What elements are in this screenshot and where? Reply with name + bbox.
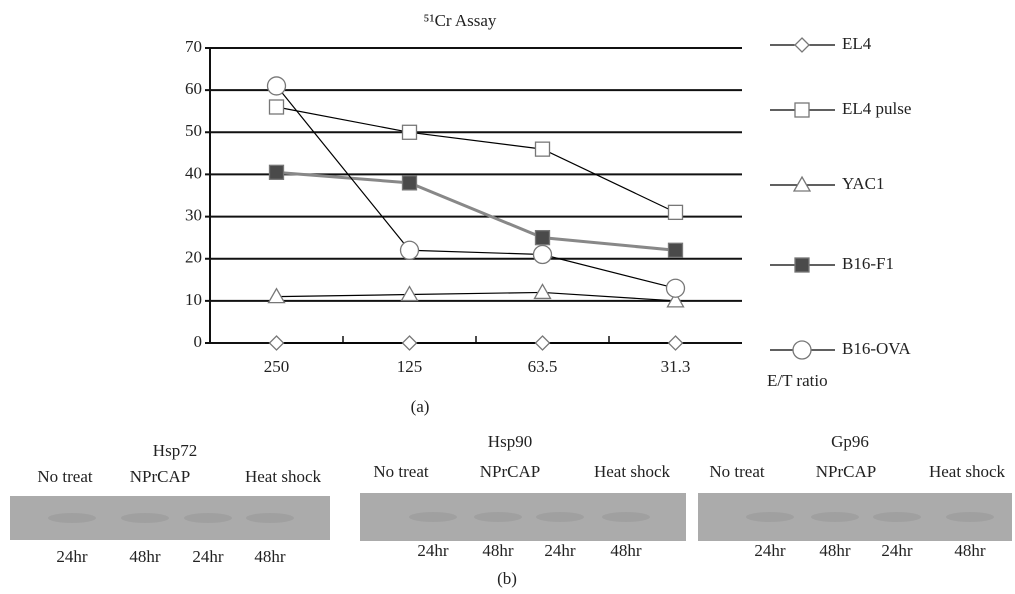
legend-label: B16-OVA bbox=[842, 339, 911, 358]
y-tick-label: 60 bbox=[185, 79, 202, 98]
x-axis-label: E/T ratio bbox=[767, 371, 828, 390]
marker bbox=[403, 176, 417, 190]
time-label: 24hr bbox=[56, 547, 88, 566]
legend-marker bbox=[795, 38, 809, 52]
time-label: 24hr bbox=[544, 541, 576, 560]
treatment-label: No treat bbox=[373, 462, 429, 481]
y-tick-label: 70 bbox=[185, 37, 202, 56]
marker bbox=[270, 100, 284, 114]
marker bbox=[268, 77, 286, 95]
legend-marker bbox=[795, 258, 809, 272]
legend-label: EL4 bbox=[842, 34, 872, 53]
x-tick-label: 250 bbox=[264, 357, 290, 376]
time-label: 48hr bbox=[954, 541, 986, 560]
y-tick-label: 50 bbox=[185, 121, 202, 140]
time-label: 24hr bbox=[881, 541, 913, 560]
chart-title: ⁵¹Cr Assay bbox=[424, 11, 497, 30]
blot-band bbox=[409, 512, 457, 522]
caption: (a) bbox=[411, 397, 430, 416]
x-tick-label: 63.5 bbox=[528, 357, 558, 376]
y-tick-label: 30 bbox=[185, 205, 202, 224]
time-label: 48hr bbox=[482, 541, 514, 560]
time-label: 48hr bbox=[254, 547, 286, 566]
time-label: 24hr bbox=[192, 547, 224, 566]
y-tick-label: 10 bbox=[185, 290, 202, 309]
blot-title: Gp96 bbox=[831, 432, 869, 451]
legend-marker bbox=[794, 177, 810, 191]
time-label: 48hr bbox=[610, 541, 642, 560]
treatment-label: No treat bbox=[709, 462, 765, 481]
treatment-label: NPrCAP bbox=[816, 462, 876, 481]
marker bbox=[403, 125, 417, 139]
blot-title: Hsp90 bbox=[488, 432, 532, 451]
treatment-label: No treat bbox=[37, 467, 93, 486]
x-tick-label: 125 bbox=[397, 357, 423, 376]
marker bbox=[536, 142, 550, 156]
marker bbox=[270, 165, 284, 179]
blot-band bbox=[746, 512, 794, 522]
series-line bbox=[277, 292, 676, 300]
treatment-label: Heat shock bbox=[929, 462, 1006, 481]
legend-label: B16-F1 bbox=[842, 254, 894, 273]
marker bbox=[535, 284, 551, 298]
marker bbox=[536, 336, 550, 350]
y-tick-label: 0 bbox=[194, 332, 203, 351]
x-tick-label: 31.3 bbox=[661, 357, 691, 376]
blot-band bbox=[474, 512, 522, 522]
time-label: 48hr bbox=[129, 547, 161, 566]
marker bbox=[667, 279, 685, 297]
marker bbox=[401, 241, 419, 259]
treatment-label: Heat shock bbox=[245, 467, 322, 486]
marker bbox=[402, 287, 418, 301]
blot-band bbox=[48, 513, 96, 523]
marker bbox=[270, 336, 284, 350]
legend-marker bbox=[795, 103, 809, 117]
y-tick-label: 20 bbox=[185, 248, 202, 267]
marker bbox=[669, 243, 683, 257]
blot-title: Hsp72 bbox=[153, 441, 197, 460]
marker bbox=[536, 231, 550, 245]
y-tick-label: 40 bbox=[185, 163, 202, 182]
blot-band bbox=[873, 512, 921, 522]
blot-band bbox=[246, 513, 294, 523]
time-label: 24hr bbox=[754, 541, 786, 560]
time-label: 24hr bbox=[417, 541, 449, 560]
blot-band bbox=[811, 512, 859, 522]
treatment-label: Heat shock bbox=[594, 462, 671, 481]
treatment-label: NPrCAP bbox=[480, 462, 540, 481]
blot-band bbox=[184, 513, 232, 523]
marker bbox=[534, 246, 552, 264]
blot-band bbox=[536, 512, 584, 522]
legend-marker bbox=[793, 341, 811, 359]
marker bbox=[269, 289, 285, 303]
legend-label: YAC1 bbox=[842, 174, 885, 193]
treatment-label: NPrCAP bbox=[130, 467, 190, 486]
marker bbox=[669, 205, 683, 219]
legend-label: EL4 pulse bbox=[842, 99, 911, 118]
figure: ⁵¹Cr Assay E/T ratio (a) (b) 0 10 20 30 40 50… bbox=[0, 0, 1015, 594]
caption: (b) bbox=[497, 569, 517, 588]
blot-band bbox=[121, 513, 169, 523]
blot-band bbox=[602, 512, 650, 522]
marker bbox=[669, 336, 683, 350]
blot-band bbox=[946, 512, 994, 522]
marker bbox=[403, 336, 417, 350]
time-label: 48hr bbox=[819, 541, 851, 560]
